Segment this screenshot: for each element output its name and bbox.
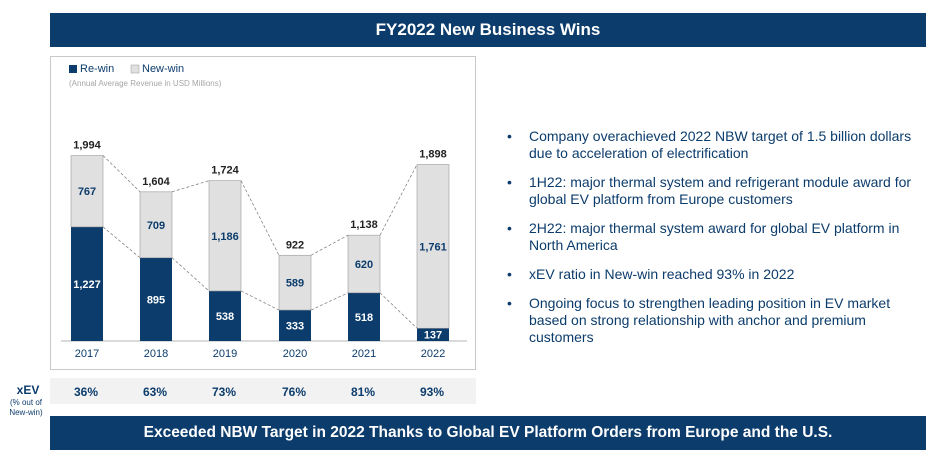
data-label-rewin: 538 xyxy=(216,311,234,323)
legend-newwin-label: New-win xyxy=(142,63,184,75)
data-label-rewin: 1,227 xyxy=(73,279,101,291)
bar-newwin xyxy=(278,254,312,311)
x-tick-label: 2022 xyxy=(421,348,445,360)
bar-rewin xyxy=(140,257,172,341)
bar-rewin xyxy=(209,290,241,341)
data-label-rewin: 333 xyxy=(286,321,304,333)
bar-rewin xyxy=(71,226,103,341)
legend-newwin-swatch xyxy=(130,64,140,74)
data-label-newwin: 620 xyxy=(355,259,373,271)
data-label-newwin: 589 xyxy=(286,278,304,290)
connector-line xyxy=(240,290,280,311)
bar-newwin xyxy=(208,180,242,292)
connector-line xyxy=(171,180,210,193)
x-tick-label: 2018 xyxy=(144,348,168,360)
chart-subtitle: (Annual Average Revenue in USD Millions) xyxy=(69,79,222,88)
bullet-item: xEV ratio in New-win reached 93% in 2022 xyxy=(505,266,925,283)
connector-line xyxy=(310,234,349,256)
x-tick-label: 2017 xyxy=(75,348,99,360)
bar-newwin xyxy=(139,191,173,259)
bar-newwin xyxy=(347,234,381,294)
x-tick-label: 2021 xyxy=(352,348,376,360)
bullet-list: Company overachieved 2022 NBW target of … xyxy=(505,128,925,358)
bullet-item: 2H22: major thermal system award for glo… xyxy=(505,220,925,254)
data-label-rewin: 137 xyxy=(424,330,442,342)
total-label: 1,724 xyxy=(211,165,239,177)
connector-line xyxy=(102,226,141,259)
data-label-newwin: 767 xyxy=(78,186,96,198)
xev-row: 36% 63% 73% 76% 81% 93% xyxy=(50,378,476,404)
data-label-newwin: 1,186 xyxy=(211,231,239,243)
xev-value: 36% xyxy=(73,385,99,399)
total-label: 922 xyxy=(286,239,304,251)
total-label: 1,138 xyxy=(350,219,378,231)
x-tick-label: 2019 xyxy=(213,348,237,360)
xev-note: (% out of New-win) xyxy=(9,398,43,417)
chart-panel: Re-win New-win (Annual Average Revenue i… xyxy=(50,56,476,370)
bar-newwin xyxy=(416,164,450,329)
data-label-newwin: 1,761 xyxy=(419,241,447,253)
connector-line xyxy=(379,292,418,329)
bullet-item: 1H22: major thermal system and refrigera… xyxy=(505,174,925,208)
xev-label: xEV xyxy=(16,383,40,397)
legend-rewin-swatch xyxy=(69,65,77,73)
summary-banner: Exceeded NBW Target in 2022 Thanks to Gl… xyxy=(50,416,926,450)
bar-rewin xyxy=(279,310,311,341)
xev-value: 93% xyxy=(419,385,445,399)
xev-value: 73% xyxy=(211,385,237,399)
x-tick-label: 2020 xyxy=(283,348,307,360)
page-title: FY2022 New Business Wins xyxy=(50,13,926,47)
connector-line xyxy=(310,292,349,311)
data-label-rewin: 895 xyxy=(147,294,165,306)
bar-rewin xyxy=(417,328,449,341)
total-label: 1,604 xyxy=(142,176,170,188)
connector-line xyxy=(379,164,418,236)
connector-line xyxy=(171,257,210,292)
legend-rewin-label: Re-win xyxy=(80,63,114,75)
xev-value: 76% xyxy=(281,385,307,399)
bar-rewin xyxy=(348,292,380,341)
xev-value: 63% xyxy=(142,385,168,399)
data-label-rewin: 518 xyxy=(355,312,373,324)
bullet-item: Company overachieved 2022 NBW target of … xyxy=(505,128,925,162)
total-label: 1,994 xyxy=(73,140,101,152)
stacked-bar-chart: Re-win New-win (Annual Average Revenue i… xyxy=(61,63,467,360)
total-label: 1,898 xyxy=(419,148,447,160)
connector-line xyxy=(102,155,141,193)
data-label-newwin: 709 xyxy=(147,220,165,232)
connector-line xyxy=(240,180,280,256)
xev-value: 81% xyxy=(350,385,376,399)
bullet-item: Ongoing focus to strengthen leading posi… xyxy=(505,295,925,346)
bar-newwin xyxy=(70,155,104,228)
